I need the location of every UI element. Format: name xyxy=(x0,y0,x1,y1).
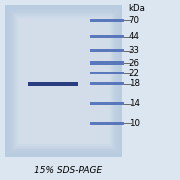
Text: 14: 14 xyxy=(129,99,140,108)
Text: 15% SDS-PAGE: 15% SDS-PAGE xyxy=(34,166,103,175)
Bar xyxy=(90,72,124,74)
Bar xyxy=(90,102,124,105)
Text: 10: 10 xyxy=(129,119,140,128)
Bar xyxy=(90,61,124,65)
Bar xyxy=(13,13,115,149)
Text: 18: 18 xyxy=(129,79,140,88)
Bar xyxy=(90,122,124,125)
Bar xyxy=(18,18,110,144)
Text: 70: 70 xyxy=(129,16,140,25)
Bar xyxy=(14,14,113,148)
Bar xyxy=(11,11,117,151)
Bar xyxy=(90,82,124,85)
Bar xyxy=(5,5,122,157)
Bar xyxy=(16,16,112,146)
Bar xyxy=(28,82,78,86)
Bar xyxy=(90,35,124,38)
Bar xyxy=(90,19,124,22)
Bar xyxy=(90,49,124,52)
Bar xyxy=(5,5,122,157)
Bar xyxy=(7,7,121,155)
Text: 26: 26 xyxy=(129,58,140,68)
Text: 33: 33 xyxy=(129,46,140,55)
Text: 44: 44 xyxy=(129,32,140,41)
Text: kDa: kDa xyxy=(129,4,146,13)
Bar xyxy=(9,9,119,153)
Text: 22: 22 xyxy=(129,69,140,78)
